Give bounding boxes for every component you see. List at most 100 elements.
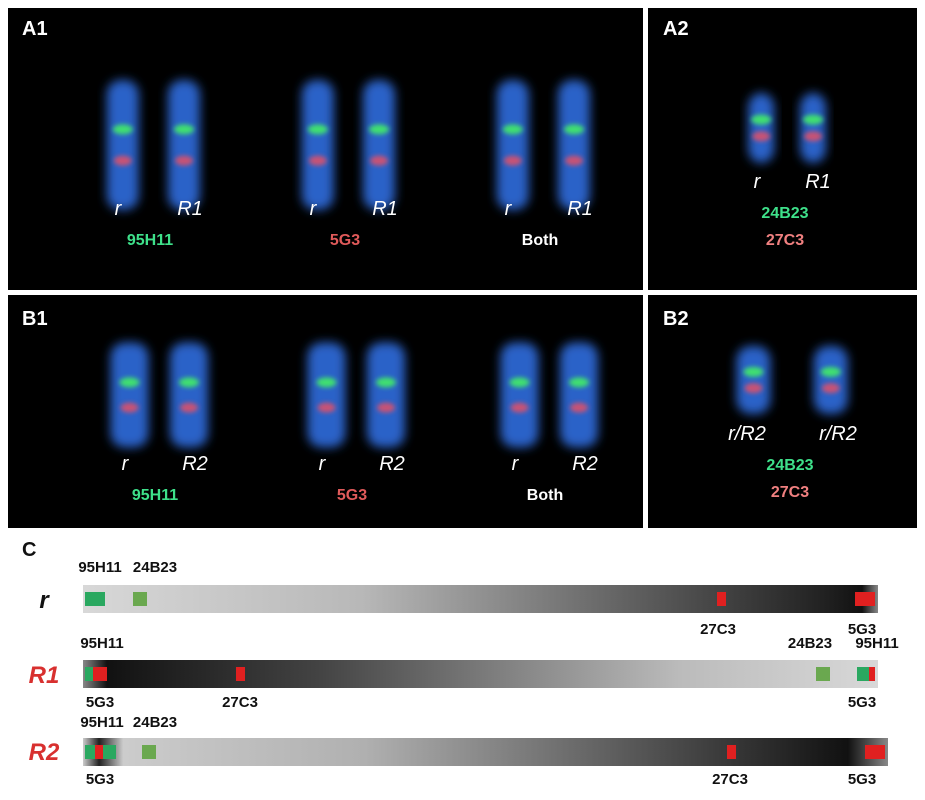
chromosome-label: r [512,453,520,475]
probe-label: 5G3 [337,487,367,504]
chromosome-label: R1 [177,198,203,220]
signal [119,377,140,388]
signal [821,383,840,394]
chromosome-label: R1 [567,198,593,220]
signal [370,155,388,166]
micrograph-area [8,8,917,528]
chromosome [560,342,598,448]
probe-label: 27C3 [222,694,258,711]
signal [316,377,337,388]
panel-label: A1 [22,18,48,40]
chromosome [736,346,771,414]
chromosome [170,342,208,448]
separator [643,8,648,528]
probe-marker [85,592,105,606]
chromosome-label: r/R2 [728,423,766,445]
probe-marker [727,745,736,759]
signal [803,114,824,125]
signal [503,155,522,166]
signal [565,155,583,166]
chromosome [748,93,775,163]
probe-label: 95H11 [80,714,123,731]
probe-marker [103,745,116,759]
probe-marker [95,745,103,759]
probe-label: 27C3 [771,484,809,501]
row-name: R1 [29,662,60,689]
probe-label: 5G3 [86,694,114,711]
signal [570,402,588,413]
chromosome [301,80,334,210]
signal [179,377,199,388]
signal [752,131,771,142]
chromosome-label: R1 [805,171,831,193]
chromosome [800,93,827,163]
signal [369,124,389,135]
chromosome-label: r [319,453,327,475]
signal [113,155,132,166]
chromosome-bar [83,738,888,766]
probe-marker [857,667,869,681]
panel-label: A2 [663,18,689,40]
probe-label: 27C3 [700,621,736,638]
panel-label: B2 [663,308,689,330]
signal [376,377,396,388]
chromosome [496,80,529,210]
probe-label: Both [527,487,563,504]
chromosome-label: r [122,453,130,475]
probe-label: 24B23 [766,457,813,474]
chromosome-label: r [310,198,318,220]
signal [174,124,194,135]
probe-label: 95H11 [855,635,898,652]
probe-marker [816,667,830,681]
probe-label: 95H11 [132,487,178,504]
signal [175,155,193,166]
chromosome-label: R2 [182,453,208,475]
signal [502,124,523,135]
panel-label: C [22,539,36,561]
chromosome-label: r [505,198,513,220]
probe-label: 5G3 [848,621,876,638]
probe-label: 5G3 [86,771,114,788]
signal [743,366,764,377]
chromosome-label: r [754,171,762,193]
signal [510,402,529,413]
probe-label: 5G3 [848,694,876,711]
panel-label: B1 [22,308,48,330]
chromosome-label: R2 [572,453,598,475]
chromosome [168,80,200,210]
chromosome [307,342,346,448]
probe-label: 95H11 [80,635,123,652]
probe-label: 5G3 [330,232,360,249]
probe-marker [93,667,107,681]
probe-marker [865,745,885,759]
separator [8,290,917,295]
signal [308,155,327,166]
chromosome-label: r/R2 [819,423,857,445]
chromosome [363,80,395,210]
probe-marker [869,667,875,681]
row-name: r [39,587,50,614]
probe-label: 24B23 [133,559,177,576]
chromosome [500,342,539,448]
chromosome-bar [83,585,878,613]
probe-label: 24B23 [133,714,177,731]
signal [744,383,763,394]
probe-label: 95H11 [127,232,173,249]
signal [307,124,328,135]
row-name: R2 [29,739,60,766]
probe-label: 5G3 [848,771,876,788]
signal [564,124,584,135]
chromosome [367,342,405,448]
chromosome-label: r [115,198,123,220]
signal [820,366,841,377]
signal [751,114,772,125]
probe-label: 27C3 [766,232,804,249]
chromosome [558,80,590,210]
signal [569,377,589,388]
probe-label: Both [522,232,558,249]
probe-label: 24B23 [788,635,832,652]
signal [804,131,823,142]
probe-marker [855,592,875,606]
probe-marker [236,667,245,681]
